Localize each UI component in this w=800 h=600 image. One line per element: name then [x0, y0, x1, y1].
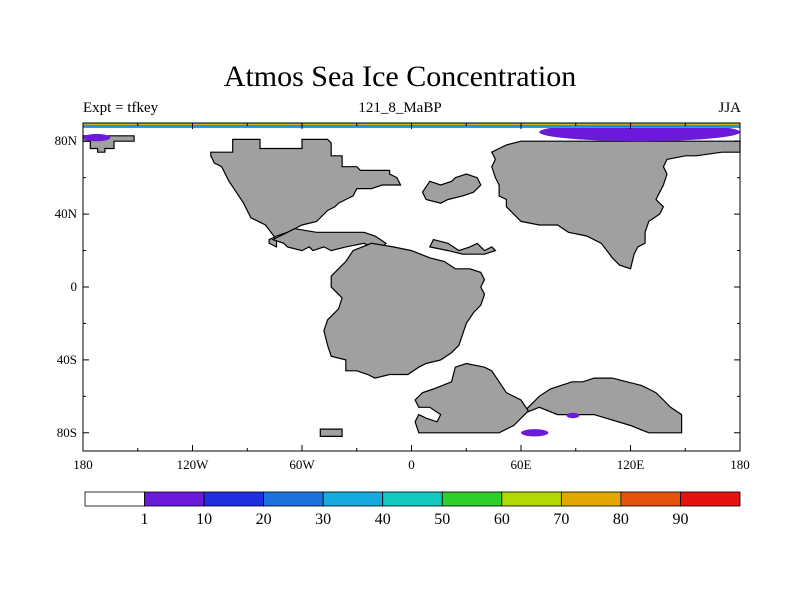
- colorbar-box: [680, 491, 741, 507]
- colorbar-label: 10: [196, 511, 212, 528]
- x-tick-label: 180: [73, 457, 93, 472]
- y-tick-label: 0: [71, 279, 78, 294]
- land-mass: [428, 238, 497, 255]
- colorbar-box: [382, 491, 443, 507]
- land-mass: [319, 428, 343, 437]
- sea-ice-region: [566, 412, 580, 419]
- x-tick-label: 60W: [289, 457, 315, 472]
- colorbar-label: 40: [375, 511, 391, 528]
- colorbar-box: [263, 491, 324, 507]
- colorbar-label: 30: [315, 511, 331, 528]
- colorbar-box: [620, 491, 681, 507]
- sea-ice-region: [83, 133, 111, 142]
- land-mass: [421, 173, 482, 204]
- y-tick-label: 80N: [55, 133, 78, 148]
- land-mass: [414, 362, 530, 434]
- colorbar-label: 60: [494, 511, 510, 528]
- colorbar-label: 70: [553, 511, 569, 528]
- colorbar-box: [84, 491, 145, 507]
- chart-title: Atmos Sea Ice Concentration: [223, 60, 577, 93]
- colorbar-label: 80: [613, 511, 629, 528]
- y-tick-label: 80S: [57, 425, 77, 440]
- colorbar-box: [322, 491, 384, 507]
- colorbar-label: 90: [672, 511, 688, 528]
- time-label: 121_8_MaBP: [358, 100, 442, 116]
- y-tick-label: 40N: [55, 206, 78, 221]
- sea-ice-region: [521, 429, 549, 437]
- x-tick-label: 120E: [617, 457, 645, 472]
- y-tick-label: 40S: [57, 352, 77, 367]
- colorbar-box: [501, 491, 562, 507]
- experiment-label: Expt = tfkey: [83, 100, 159, 116]
- colorbar-box: [144, 491, 205, 507]
- colorbar-label: 20: [256, 511, 272, 528]
- colorbar-box: [203, 491, 265, 507]
- land-mass: [271, 228, 387, 252]
- x-tick-label: 120W: [177, 457, 210, 472]
- colorbar-box: [560, 491, 622, 507]
- land-mass: [490, 140, 741, 270]
- x-tick-label: 0: [408, 457, 415, 472]
- colorbar-label: 1: [141, 511, 149, 528]
- land-mass: [323, 242, 486, 379]
- colorbar-label: 50: [434, 511, 450, 528]
- land-mass: [210, 138, 402, 248]
- x-tick-label: 180: [730, 457, 750, 472]
- season-label: JJA: [718, 100, 741, 116]
- colorbar-box: [441, 491, 503, 507]
- x-tick-label: 60E: [511, 457, 532, 472]
- land-mass: [520, 377, 683, 434]
